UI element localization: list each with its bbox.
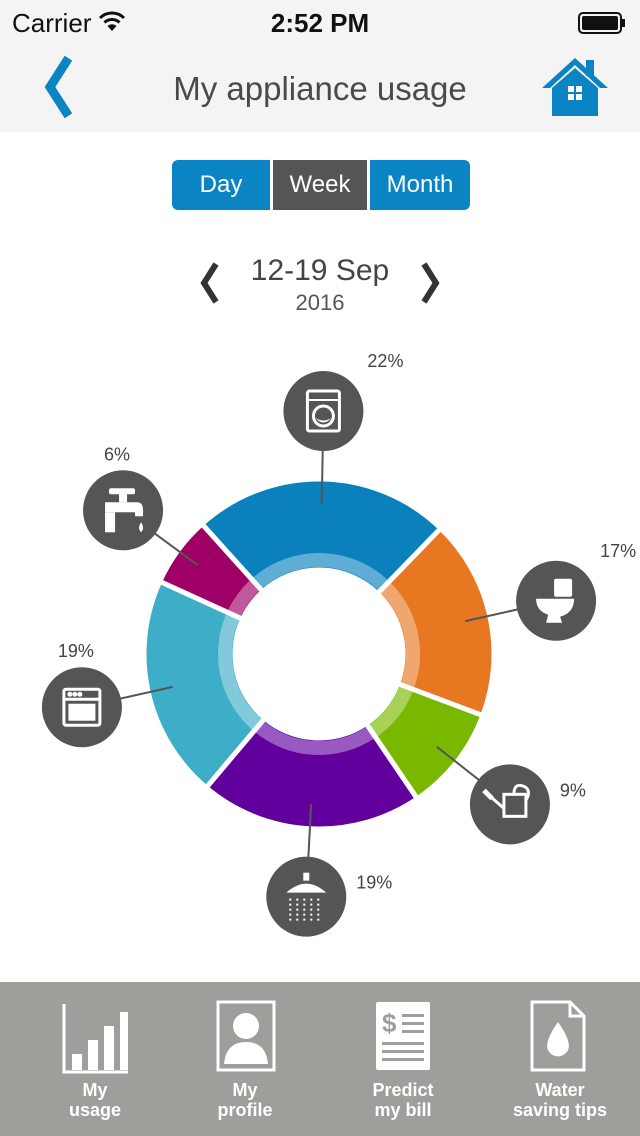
tab-my-usage[interactable]: My usage: [20, 982, 170, 1136]
chart-slice-dishwasher[interactable]: [141, 578, 269, 792]
carrier-label: Carrier: [12, 8, 92, 38]
tab-my-profile[interactable]: My profile: [170, 982, 320, 1136]
percent-label: 9%: [560, 780, 586, 800]
tab-bar: My usage My profile $ Predict my bill Wa…: [0, 982, 640, 1136]
chart-center-hole: [235, 570, 403, 738]
next-period-button[interactable]: [410, 256, 450, 310]
segment-week[interactable]: Week: [270, 160, 370, 210]
chart-slice-tap[interactable]: [156, 520, 267, 623]
chart-slice-inner-band: [218, 613, 262, 731]
tab-water-saving-tips[interactable]: Water saving tips: [480, 982, 640, 1136]
status-time: 2:52 PM: [270, 8, 370, 38]
date-range: 12-19 Sep: [250, 254, 390, 287]
page-title: My appliance usage: [173, 70, 467, 107]
chevron-left-icon: [44, 55, 73, 119]
svg-text:$: $: [382, 1008, 397, 1038]
tab-label-predict-my-bill: Predict my bill: [372, 1080, 434, 1120]
segment-day[interactable]: Day: [172, 160, 270, 210]
home-button[interactable]: [540, 54, 610, 120]
home-icon: [542, 58, 608, 116]
dishwasher-icon: [62, 687, 102, 727]
watering-can-icon: [482, 783, 530, 818]
segment-month[interactable]: Month: [370, 160, 470, 210]
nav-bar: My appliance usage: [0, 42, 640, 132]
percent-label: 19%: [356, 873, 392, 893]
percent-label: 17%: [600, 541, 636, 561]
percent-label: 19%: [58, 641, 94, 661]
tab-label-water-saving-tips: Water saving tips: [512, 1080, 608, 1120]
date-year: 2016: [295, 290, 345, 315]
shower-badge[interactable]: [266, 856, 347, 937]
tab-label-my-usage: My usage: [68, 1080, 122, 1120]
percent-label: 22%: [367, 351, 403, 371]
previous-period-button[interactable]: [190, 256, 230, 310]
chart-slice-inner-band: [368, 685, 413, 737]
chart-slice-inner-band: [255, 721, 375, 755]
chart-slice-inner-band: [380, 582, 420, 688]
watering-can-badge[interactable]: [469, 764, 550, 845]
chevron-right-icon: [421, 262, 440, 304]
status-bar: Carrier 2:52 PM: [0, 0, 640, 42]
water-drop-doc-icon: [530, 1000, 586, 1072]
chevron-left-icon: [200, 262, 219, 304]
tab-predict-my-bill[interactable]: $ Predict my bill: [328, 982, 478, 1136]
profile-icon: [216, 1000, 276, 1072]
battery-icon: [578, 12, 625, 34]
washing-machine-icon: [305, 389, 341, 433]
tab-label-my-profile: My profile: [217, 1080, 273, 1120]
back-button[interactable]: [30, 52, 90, 122]
period-segmented-control: Day Week Month: [172, 160, 470, 210]
chart-slice-inner-band: [227, 580, 260, 617]
percent-label: 6%: [104, 444, 130, 464]
chart-slice-inner-band: [252, 553, 388, 591]
usage-donut-chart: 22% 17% 9% 19% 19%: [41, 351, 636, 937]
tap-icon: [105, 488, 144, 533]
wifi-icon: [98, 11, 126, 31]
bill-icon: $: [376, 1002, 430, 1070]
shower-icon: [286, 872, 327, 921]
washing-machine-badge[interactable]: [283, 371, 364, 452]
bar-chart-icon: [62, 1004, 128, 1074]
toilet-icon: [536, 578, 575, 623]
